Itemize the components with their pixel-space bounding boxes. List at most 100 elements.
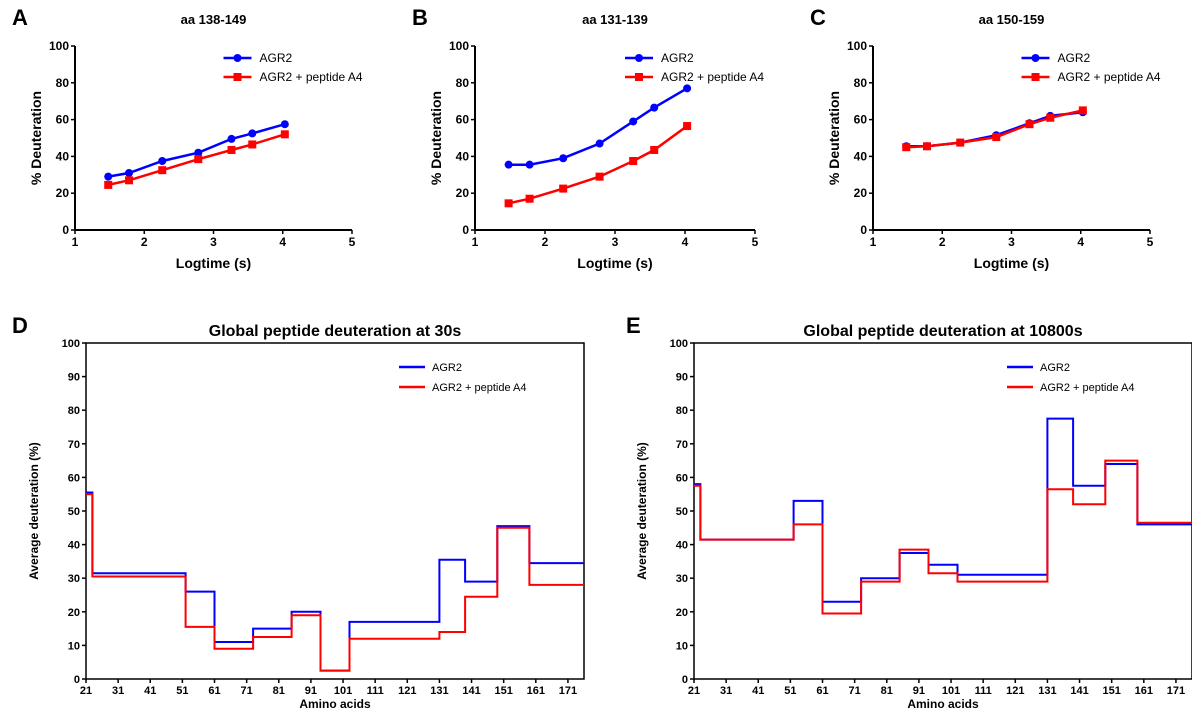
x-tick-label: 141 [462, 685, 480, 697]
x-tick-label: 91 [305, 685, 317, 697]
legend-label: AGR2 + peptide A4 [260, 70, 363, 84]
y-tick-label: 80 [676, 405, 688, 417]
chart-title: aa 138-149 [181, 12, 247, 27]
y-axis-label: % Deuteration [428, 91, 444, 185]
chart-title: Global peptide deuteration at 30s [209, 323, 462, 340]
y-tick-label: 0 [74, 674, 80, 686]
y-tick-label: 60 [68, 472, 80, 484]
y-tick-label: 0 [682, 674, 688, 686]
x-tick-label: 4 [1077, 235, 1084, 249]
y-tick-label: 100 [847, 39, 867, 53]
y-tick-label: 40 [56, 149, 70, 163]
data-point-agr2-peptide-a4 [902, 143, 911, 152]
y-tick-label: 80 [854, 76, 868, 90]
legend-entry-agr2-peptide-a4: AGR2 + peptide A4 [1007, 382, 1134, 394]
data-point-agr2 [559, 154, 568, 163]
y-tick-label: 30 [676, 573, 688, 585]
y-tick-label: 80 [68, 405, 80, 417]
x-tick-label: 21 [80, 685, 92, 697]
data-point-agr2-peptide-a4 [1046, 113, 1055, 122]
y-tick-label: 20 [456, 186, 470, 200]
legend-label: AGR2 + peptide A4 [661, 70, 764, 84]
data-point-agr2 [125, 168, 134, 177]
x-tick-label: 91 [913, 685, 925, 697]
x-tick-label: 1 [870, 235, 877, 249]
x-tick-label: 81 [273, 685, 285, 697]
x-tick-label: 4 [279, 235, 286, 249]
y-tick-label: 0 [860, 223, 867, 237]
panel-letter: D [12, 313, 28, 338]
data-point-agr2-peptide-a4 [504, 199, 513, 208]
x-tick-label: 31 [720, 685, 732, 697]
x-tick-label: 121 [398, 685, 416, 697]
x-tick-label: 5 [1147, 235, 1154, 249]
panel-letter: A [12, 5, 28, 30]
legend-label: AGR2 + peptide A4 [1058, 70, 1161, 84]
x-axis-label: Logtime (s) [577, 255, 652, 271]
legend-label: AGR2 [1058, 51, 1091, 65]
y-axis-label: % Deuteration [28, 91, 44, 185]
legend-label: AGR2 [432, 362, 462, 374]
legend-entry-agr2: AGR2 [223, 51, 293, 65]
data-point-agr2-peptide-a4 [194, 155, 203, 164]
y-tick-label: 100 [449, 39, 469, 53]
x-axis-label: Amino acids [907, 697, 979, 711]
data-point-agr2-peptide-a4 [923, 142, 932, 151]
y-tick-label: 60 [854, 113, 868, 127]
data-point-agr2 [158, 157, 167, 165]
x-tick-label: 61 [208, 685, 220, 697]
legend-marker [233, 54, 242, 62]
legend-label: AGR2 + peptide A4 [432, 382, 526, 394]
x-tick-label: 1 [72, 235, 79, 249]
y-tick-label: 30 [68, 573, 80, 585]
panel-letter: C [810, 5, 826, 30]
x-tick-label: 41 [752, 685, 764, 697]
legend-marker [635, 73, 643, 81]
y-tick-label: 50 [68, 506, 80, 518]
legend-marker [1031, 54, 1040, 62]
data-point-agr2-peptide-a4 [683, 122, 692, 131]
chart-panel-d: D Global peptide deuteration at 30s 0 10 20 3… [12, 313, 585, 711]
x-tick-label: 51 [176, 685, 188, 697]
legend-label: AGR2 [1040, 362, 1070, 374]
legend-marker [1031, 73, 1040, 81]
x-tick-label: 5 [752, 235, 759, 249]
x-tick-label: 2 [939, 235, 946, 249]
x-tick-label: 101 [942, 685, 960, 697]
x-tick-label: 2 [141, 235, 148, 249]
y-tick-label: 20 [676, 607, 688, 619]
y-tick-label: 70 [676, 439, 688, 451]
chart-title: aa 131-139 [582, 12, 648, 27]
panel-letter: B [412, 5, 428, 30]
x-axis-label: Logtime (s) [176, 255, 251, 271]
x-tick-label: 111 [975, 685, 992, 697]
x-tick-label: 101 [334, 685, 352, 697]
data-point-agr2-peptide-a4 [559, 184, 568, 193]
data-point-agr2-peptide-a4 [992, 133, 1001, 142]
x-tick-label: 171 [1167, 685, 1185, 697]
x-tick-label: 3 [1008, 235, 1015, 249]
y-tick-label: 40 [456, 149, 470, 163]
series-line-agr2-peptide-a4 [906, 109, 1084, 149]
y-tick-label: 20 [68, 607, 80, 619]
data-point-agr2 [104, 172, 113, 181]
data-point-agr2-peptide-a4 [525, 194, 534, 203]
y-tick-label: 100 [670, 338, 688, 350]
legend-entry-agr2: AGR2 [399, 362, 462, 374]
x-tick-label: 4 [682, 235, 689, 249]
x-tick-label: 61 [816, 685, 828, 697]
y-axis-label: % Deuteration [826, 91, 842, 185]
x-tick-label: 2 [542, 235, 549, 249]
x-axis-label: Amino acids [299, 697, 371, 711]
data-point-agr2 [629, 117, 638, 126]
series-line-agr2-peptide-a4 [694, 459, 1192, 615]
y-tick-label: 20 [854, 186, 868, 200]
legend-entry-agr2: AGR2 [625, 51, 694, 65]
legend-label: AGR2 + peptide A4 [1040, 382, 1134, 394]
x-axis-label: Logtime (s) [974, 255, 1049, 271]
legend-entry-agr2: AGR2 [1007, 362, 1070, 374]
y-tick-label: 40 [68, 540, 80, 552]
